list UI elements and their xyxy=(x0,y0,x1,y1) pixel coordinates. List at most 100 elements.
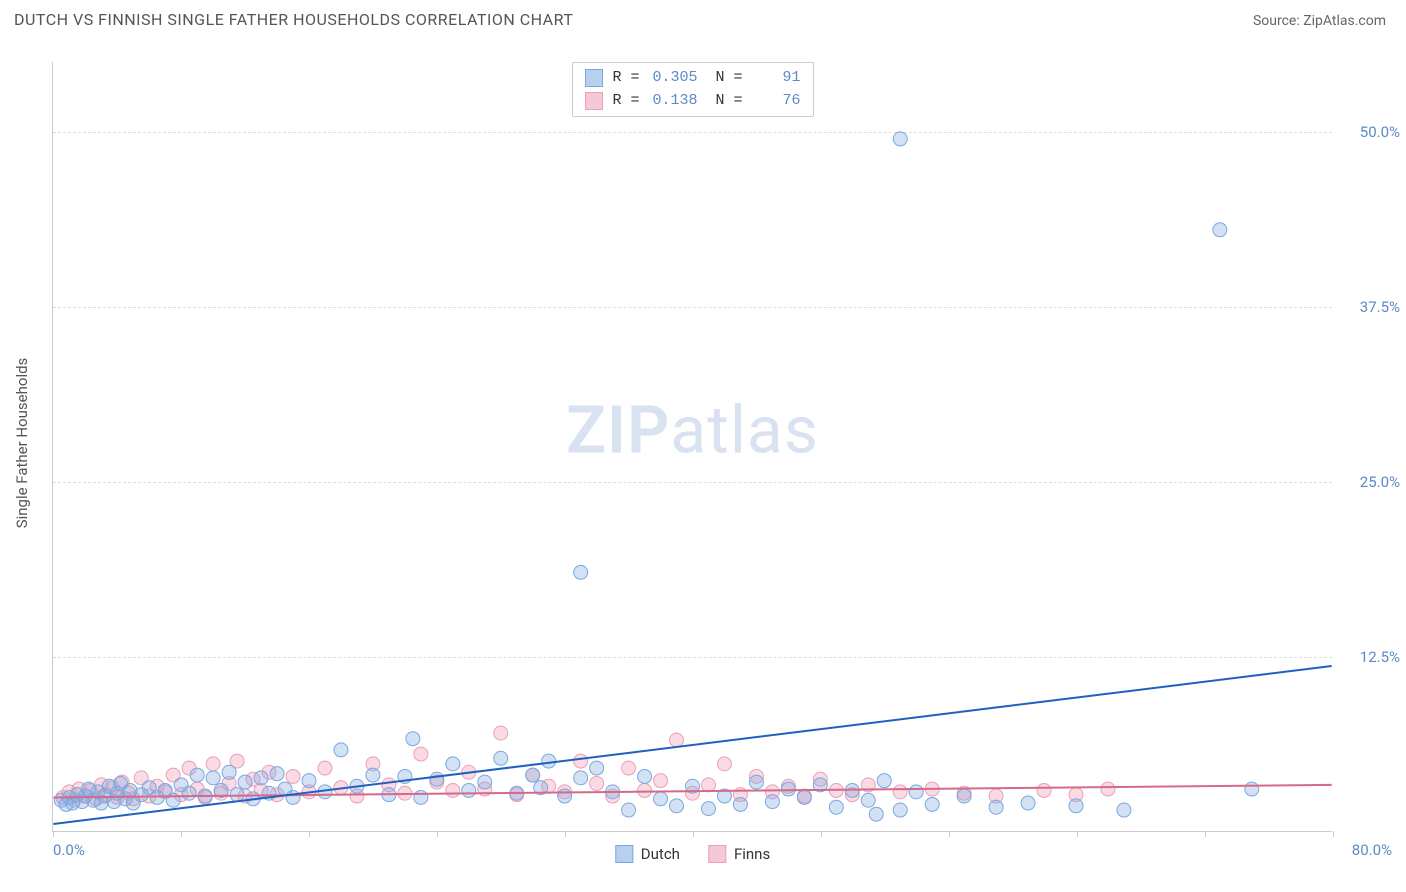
legend-row: R = 0.305 N = 91 xyxy=(584,67,800,90)
scatter-point-dutch xyxy=(1021,796,1035,810)
legend-swatch xyxy=(708,845,726,863)
chart-container: Single Father Households ZIPatlas 12.5%2… xyxy=(52,48,1332,838)
scatter-point-finns xyxy=(1101,782,1115,796)
scatter-point-dutch xyxy=(574,565,588,579)
x-axis-min-label: 0.0% xyxy=(53,841,85,859)
legend-swatch xyxy=(584,69,602,87)
scatter-point-dutch xyxy=(909,785,923,799)
legend-row: R = 0.138 N = 76 xyxy=(584,90,800,113)
scatter-point-dutch xyxy=(797,790,811,804)
x-tick xyxy=(437,831,438,837)
r-value: 0.138 xyxy=(650,90,698,113)
n-label: N = xyxy=(716,90,743,113)
plot-area: ZIPatlas 12.5%25.0%37.5%50.0% 0.0% 80.0%… xyxy=(52,62,1332,832)
scatter-point-dutch xyxy=(765,795,779,809)
scatter-point-dutch xyxy=(590,761,604,775)
scatter-point-finns xyxy=(494,726,508,740)
r-label: R = xyxy=(612,67,639,90)
scatter-point-finns xyxy=(590,776,604,790)
scatter-point-finns xyxy=(622,761,636,775)
scatter-point-dutch xyxy=(190,768,204,782)
scatter-point-dutch xyxy=(861,793,875,807)
scatter-point-finns xyxy=(654,774,668,788)
x-tick xyxy=(949,831,950,837)
scatter-point-finns xyxy=(318,761,332,775)
scatter-point-dutch xyxy=(869,807,883,821)
x-tick xyxy=(693,831,694,837)
scatter-point-dutch xyxy=(877,774,891,788)
legend-swatch xyxy=(584,92,602,110)
scatter-point-dutch xyxy=(430,772,444,786)
scatter-point-finns xyxy=(893,785,907,799)
scatter-point-finns xyxy=(670,733,684,747)
scatter-point-dutch xyxy=(622,803,636,817)
x-tick xyxy=(565,831,566,837)
scatter-point-finns xyxy=(574,754,588,768)
scatter-point-finns xyxy=(717,757,731,771)
scatter-point-dutch xyxy=(1213,223,1227,237)
y-tick-label: 25.0% xyxy=(1360,473,1400,491)
scatter-point-dutch xyxy=(366,768,380,782)
scatter-point-dutch xyxy=(701,802,715,816)
scatter-point-finns xyxy=(1037,783,1051,797)
scatter-point-dutch xyxy=(238,775,252,789)
r-value: 0.305 xyxy=(650,67,698,90)
scatter-point-dutch xyxy=(989,800,1003,814)
scatter-point-dutch xyxy=(478,775,492,789)
scatter-point-dutch xyxy=(749,775,763,789)
header: DUTCH VS FINNISH SINGLE FATHER HOUSEHOLD… xyxy=(0,0,1406,37)
n-label: N = xyxy=(716,67,743,90)
x-tick xyxy=(309,831,310,837)
scatter-point-finns xyxy=(206,757,220,771)
scatter-point-dutch xyxy=(526,768,540,782)
chart-title: DUTCH VS FINNISH SINGLE FATHER HOUSEHOLD… xyxy=(14,10,573,29)
scatter-point-finns xyxy=(414,747,428,761)
scatter-point-dutch xyxy=(302,774,316,788)
n-value: 91 xyxy=(753,67,801,90)
scatter-point-dutch xyxy=(654,792,668,806)
scatter-point-dutch xyxy=(414,790,428,804)
x-tick xyxy=(53,831,54,837)
scatter-point-dutch xyxy=(494,751,508,765)
scatter-point-dutch xyxy=(733,797,747,811)
scatter-point-dutch xyxy=(957,789,971,803)
scatter-point-dutch xyxy=(893,132,907,146)
scatter-point-dutch xyxy=(638,769,652,783)
scatter-plot xyxy=(53,62,1332,831)
x-tick xyxy=(181,831,182,837)
scatter-point-dutch xyxy=(781,782,795,796)
scatter-point-dutch xyxy=(406,732,420,746)
scatter-point-dutch xyxy=(558,789,572,803)
legend-label: Dutch xyxy=(641,845,680,863)
scatter-point-dutch xyxy=(182,786,196,800)
scatter-point-dutch xyxy=(1117,803,1131,817)
legend-item: Finns xyxy=(708,845,770,863)
scatter-point-dutch xyxy=(222,765,236,779)
scatter-point-dutch xyxy=(334,743,348,757)
legend-swatch xyxy=(615,845,633,863)
y-axis-label: Single Father Households xyxy=(13,358,31,529)
scatter-point-dutch xyxy=(1069,799,1083,813)
scatter-point-dutch xyxy=(286,790,300,804)
x-tick xyxy=(1077,831,1078,837)
r-label: R = xyxy=(612,90,639,113)
n-value: 76 xyxy=(753,90,801,113)
correlation-legend: R = 0.305 N = 91 R = 0.138 N = 76 xyxy=(571,62,813,117)
scatter-point-finns xyxy=(701,778,715,792)
scatter-point-dutch xyxy=(542,754,556,768)
scatter-point-dutch xyxy=(925,797,939,811)
x-tick xyxy=(1205,831,1206,837)
scatter-point-dutch xyxy=(670,799,684,813)
scatter-point-finns xyxy=(286,769,300,783)
legend-label: Finns xyxy=(734,845,770,863)
scatter-point-dutch xyxy=(254,771,268,785)
y-tick-label: 12.5% xyxy=(1360,648,1400,666)
x-tick xyxy=(821,831,822,837)
y-tick-label: 50.0% xyxy=(1360,123,1400,141)
scatter-point-dutch xyxy=(829,800,843,814)
y-tick-label: 37.5% xyxy=(1360,298,1400,316)
scatter-point-dutch xyxy=(574,771,588,785)
scatter-point-dutch xyxy=(462,783,476,797)
scatter-point-dutch xyxy=(446,757,460,771)
scatter-point-dutch xyxy=(206,771,220,785)
